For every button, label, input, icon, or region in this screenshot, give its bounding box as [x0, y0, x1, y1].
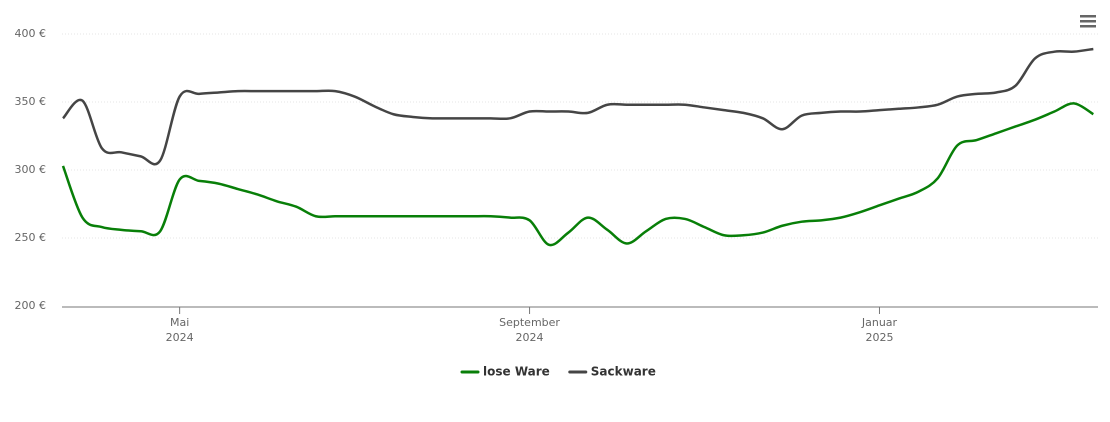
menu-bar — [1080, 15, 1096, 18]
y-tick-label: 400 € — [15, 27, 47, 40]
legend-item[interactable]: lose Ware — [460, 365, 550, 379]
x-tick-label: Mai 2024 — [166, 316, 194, 344]
y-tick-label: 350 € — [15, 95, 47, 108]
legend-label: Sackware — [591, 365, 656, 379]
y-tick-label: 200 € — [15, 299, 47, 312]
y-tick-label: 250 € — [15, 231, 47, 244]
series-line — [61, 102, 1094, 247]
legend-item[interactable]: Sackware — [568, 365, 656, 379]
menu-bar — [1080, 20, 1096, 23]
legend-label: lose Ware — [483, 365, 550, 379]
x-tick-label: September 2024 — [499, 316, 560, 344]
menu-bar — [1080, 25, 1096, 28]
menu-button[interactable] — [1078, 10, 1098, 30]
legend: lose Ware Sackware — [460, 365, 656, 379]
series-line — [62, 47, 1094, 166]
y-tick-label: 300 € — [15, 163, 47, 176]
x-tick-label: Januar 2025 — [861, 316, 898, 344]
